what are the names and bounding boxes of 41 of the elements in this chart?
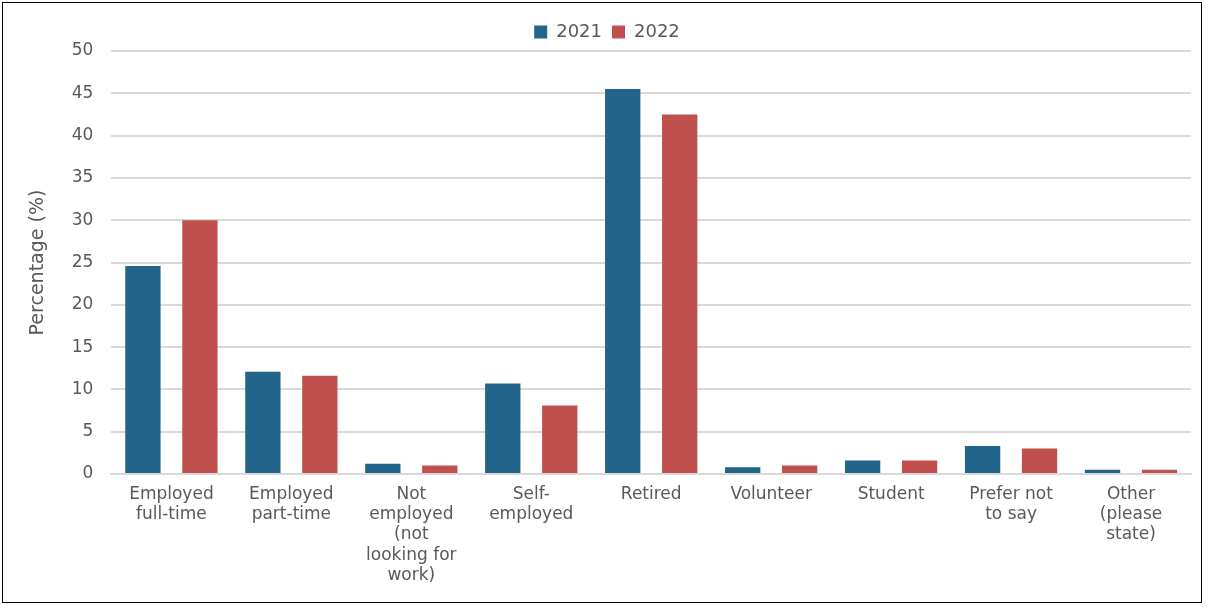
bar <box>725 467 761 473</box>
y-axis-title: Percentage (%) <box>25 189 48 336</box>
x-tick-label: Retired <box>620 482 682 503</box>
y-tick-label: 30 <box>71 208 94 229</box>
y-tick-label: 10 <box>71 377 94 398</box>
bar <box>302 375 338 473</box>
y-tick-label: 20 <box>71 293 94 314</box>
bar <box>485 383 521 473</box>
y-tick-label: 35 <box>71 166 94 187</box>
bar <box>662 114 698 473</box>
bar <box>422 465 458 473</box>
bar <box>125 265 161 473</box>
y-tick-label: 50 <box>71 39 94 60</box>
y-tick-label: 0 <box>82 462 94 483</box>
x-tick-label: Student <box>857 482 925 503</box>
x-tick-label: Prefer not to say <box>969 482 1054 524</box>
x-tick-label: Volunteer <box>730 482 812 503</box>
x-tick-label: Self-employed <box>489 482 574 524</box>
bar <box>964 446 1001 473</box>
legend-label: 2022 <box>634 19 680 41</box>
y-tick-label: 45 <box>71 81 94 102</box>
legend-label: 2021 <box>556 19 602 41</box>
bar <box>542 405 578 473</box>
bar <box>901 460 938 473</box>
bar <box>1141 469 1178 473</box>
bar <box>781 465 818 473</box>
bar <box>182 220 218 473</box>
bar <box>245 371 281 473</box>
bar <box>1084 469 1121 473</box>
bar <box>844 460 881 473</box>
y-tick-label: 15 <box>71 335 94 356</box>
bar <box>1021 448 1058 473</box>
y-tick-label: 25 <box>71 250 94 271</box>
x-tick-label: Employed part-time <box>249 482 334 524</box>
y-tick-label: 40 <box>71 124 94 145</box>
x-tick-label: Employed full-time <box>129 482 214 524</box>
bar <box>605 89 641 473</box>
x-tick-label: Other (please state) <box>1099 482 1163 544</box>
x-tick-label: Not employed (not looking for work) <box>366 482 457 585</box>
bar <box>365 463 401 473</box>
y-tick-label: 5 <box>82 420 94 441</box>
